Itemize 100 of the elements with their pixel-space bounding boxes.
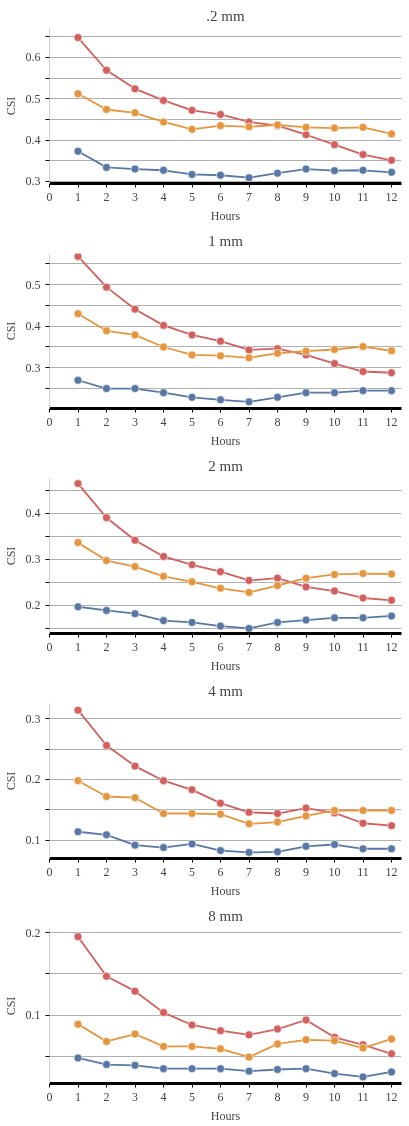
point — [187, 170, 197, 179]
x-tick-label: 9 — [303, 414, 310, 429]
x-tick-label: 8 — [274, 639, 281, 654]
point — [273, 573, 282, 583]
x-tick-label: 10 — [328, 414, 341, 429]
point — [273, 168, 282, 178]
point — [73, 827, 83, 837]
point — [187, 560, 197, 570]
point — [102, 556, 111, 565]
point — [73, 538, 83, 547]
x-tick-label: 8 — [274, 189, 281, 204]
point — [301, 842, 311, 851]
point — [73, 776, 83, 785]
x-tick-label: 6 — [217, 414, 224, 429]
y-tick-label: 0.4 — [25, 506, 41, 521]
point — [102, 972, 111, 981]
point — [102, 105, 111, 114]
x-tick-label: 5 — [189, 189, 196, 204]
point — [216, 621, 225, 631]
point — [159, 843, 168, 852]
point — [301, 388, 311, 397]
point — [216, 351, 225, 361]
x-tick-label: 3 — [132, 639, 139, 654]
point — [301, 122, 311, 132]
y-tick-label: 0.1 — [25, 833, 41, 848]
point — [330, 123, 339, 133]
x-tick-label: 12 — [385, 189, 398, 204]
x-tick-label: 11 — [357, 639, 369, 654]
point — [301, 164, 311, 174]
point — [73, 89, 83, 99]
point — [102, 606, 111, 615]
point — [387, 386, 396, 395]
point — [244, 1030, 254, 1040]
y-tick-label: 0.6 — [25, 50, 41, 65]
point — [73, 932, 83, 942]
point — [273, 348, 282, 358]
point — [216, 1026, 225, 1036]
point — [301, 582, 311, 592]
point — [159, 321, 168, 330]
point — [102, 741, 111, 750]
point — [187, 350, 197, 360]
x-tick-label: 3 — [132, 189, 139, 204]
point — [387, 1034, 396, 1044]
point — [387, 844, 396, 854]
point — [330, 586, 339, 596]
x-tick-label: 11 — [357, 189, 369, 204]
point — [73, 1053, 83, 1063]
point — [387, 806, 396, 815]
point — [159, 388, 168, 397]
point — [387, 129, 396, 139]
point — [130, 609, 140, 618]
point — [301, 130, 311, 140]
x-tick-label: 9 — [303, 864, 310, 879]
x-tick-label: 10 — [328, 1089, 341, 1104]
point — [273, 817, 282, 827]
point — [358, 1072, 368, 1082]
point — [73, 309, 83, 319]
x-tick-label: 12 — [385, 414, 398, 429]
point — [187, 809, 197, 818]
point — [273, 1039, 282, 1049]
point — [387, 156, 396, 165]
chart-title: 2 mm — [208, 457, 244, 474]
point — [273, 847, 282, 857]
point — [73, 479, 83, 488]
point — [358, 165, 368, 175]
y-tick-label: 0.4 — [25, 133, 41, 148]
x-axis-title: Hours — [210, 658, 241, 673]
x-tick-label: 0 — [46, 189, 53, 204]
point — [73, 705, 83, 715]
y-tick-label: 0.2 — [25, 772, 41, 787]
y-axis-title: CSI — [3, 771, 18, 791]
point — [216, 846, 225, 855]
point — [187, 125, 197, 134]
point — [244, 173, 254, 183]
x-tick-label: 10 — [328, 864, 341, 879]
x-tick-label: 2 — [103, 189, 110, 204]
point — [73, 1019, 83, 1029]
x-tick-label: 4 — [160, 414, 167, 429]
x-tick-label: 5 — [189, 1089, 196, 1104]
x-tick-label: 3 — [132, 864, 139, 879]
point — [130, 304, 140, 314]
point — [330, 345, 339, 354]
x-tick-label: 1 — [75, 414, 81, 429]
point — [159, 572, 168, 581]
point — [244, 122, 254, 132]
point — [102, 384, 111, 393]
point — [387, 821, 396, 830]
point — [244, 808, 254, 817]
point — [73, 146, 83, 156]
point — [130, 536, 140, 545]
point — [330, 388, 339, 397]
point — [216, 1064, 225, 1073]
x-tick-label: 12 — [385, 1089, 398, 1104]
point — [301, 803, 311, 813]
x-tick-label: 3 — [132, 1089, 139, 1104]
y-axis-title: CSI — [3, 321, 18, 341]
x-tick-label: 10 — [328, 639, 341, 654]
x-tick-label: 0 — [46, 864, 53, 879]
point — [130, 330, 140, 340]
point — [358, 593, 368, 603]
